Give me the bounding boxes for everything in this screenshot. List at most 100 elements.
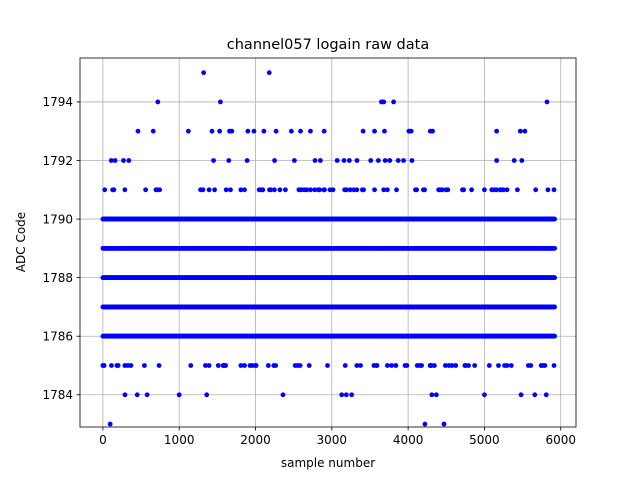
data-point (260, 187, 266, 193)
data-point (121, 158, 126, 163)
data-point (272, 158, 277, 163)
data-point (312, 187, 318, 193)
data-point (242, 187, 247, 193)
data-point (449, 363, 455, 368)
data-point (347, 187, 353, 193)
data-point (496, 363, 501, 368)
data-point (391, 99, 397, 105)
data-point (522, 128, 528, 134)
data-point (354, 187, 360, 193)
data-point (111, 187, 117, 193)
data-point (552, 304, 558, 310)
data-point (238, 363, 244, 368)
data-point (251, 128, 257, 134)
data-point (408, 128, 414, 134)
data-point (135, 128, 141, 134)
data-point (372, 128, 377, 134)
data-point (115, 363, 121, 368)
y-tick-label: 1784 (42, 388, 73, 402)
x-tick-label: 0 (99, 433, 107, 447)
data-point (482, 187, 487, 193)
data-point (374, 363, 380, 368)
data-point (253, 363, 259, 368)
data-point (393, 363, 399, 368)
data-point (430, 128, 435, 134)
data-point (107, 421, 113, 427)
data-point (453, 363, 459, 368)
data-point (409, 158, 415, 163)
data-point (200, 187, 206, 193)
data-point (504, 363, 510, 368)
data-point (321, 128, 327, 134)
x-tick-label: 3000 (317, 433, 348, 447)
data-point (543, 392, 549, 398)
data-point (349, 392, 355, 398)
data-point (354, 158, 360, 163)
data-point (533, 187, 539, 193)
y-tick-label: 1792 (42, 154, 73, 168)
data-point (361, 187, 366, 193)
data-point (244, 158, 250, 163)
data-point (518, 392, 524, 398)
data-point (381, 187, 387, 193)
data-point (422, 187, 428, 193)
data-point (441, 421, 447, 427)
data-point (209, 128, 215, 134)
plot-frame (79, 57, 577, 428)
data-point (128, 363, 134, 368)
data-point (382, 158, 388, 163)
data-point (544, 99, 550, 105)
data-point (109, 363, 114, 368)
data-point (185, 128, 191, 134)
data-point (155, 99, 161, 105)
data-point (288, 128, 294, 134)
data-point (429, 392, 435, 398)
data-point (508, 363, 514, 368)
data-point (206, 187, 212, 193)
data-point (312, 158, 318, 163)
data-point (204, 392, 210, 398)
data-point (384, 363, 390, 368)
data-point (304, 187, 310, 193)
data-points (100, 70, 558, 427)
data-point (226, 158, 232, 163)
data-point (122, 187, 128, 193)
data-point (381, 99, 387, 105)
data-point (157, 187, 163, 193)
x-tick-label: 2000 (240, 433, 271, 447)
data-point (494, 128, 500, 134)
data-point (206, 363, 212, 368)
data-point (228, 187, 233, 193)
data-point (261, 128, 267, 134)
data-point (203, 363, 208, 368)
data-point (504, 187, 510, 193)
data-point (273, 363, 279, 368)
data-point (341, 158, 347, 163)
data-point (519, 158, 525, 163)
data-point (176, 392, 182, 398)
data-point (542, 363, 548, 368)
data-point (394, 187, 399, 193)
data-point (223, 187, 229, 193)
data-point (500, 187, 506, 193)
data-point (298, 128, 303, 134)
data-point (551, 187, 557, 193)
data-point (277, 187, 283, 193)
data-point (372, 187, 377, 193)
data-point (188, 363, 194, 368)
data-point (466, 363, 471, 368)
y-tick-label: 1794 (42, 95, 73, 109)
data-point (461, 187, 467, 193)
data-point (212, 187, 218, 193)
data-point (339, 392, 345, 398)
data-point (142, 363, 147, 368)
data-point (387, 158, 393, 163)
data-point (445, 187, 451, 193)
data-point (382, 128, 387, 134)
data-point (134, 392, 140, 398)
data-point (126, 158, 132, 163)
data-point (342, 363, 348, 368)
data-point (317, 187, 323, 193)
data-point (528, 363, 534, 368)
